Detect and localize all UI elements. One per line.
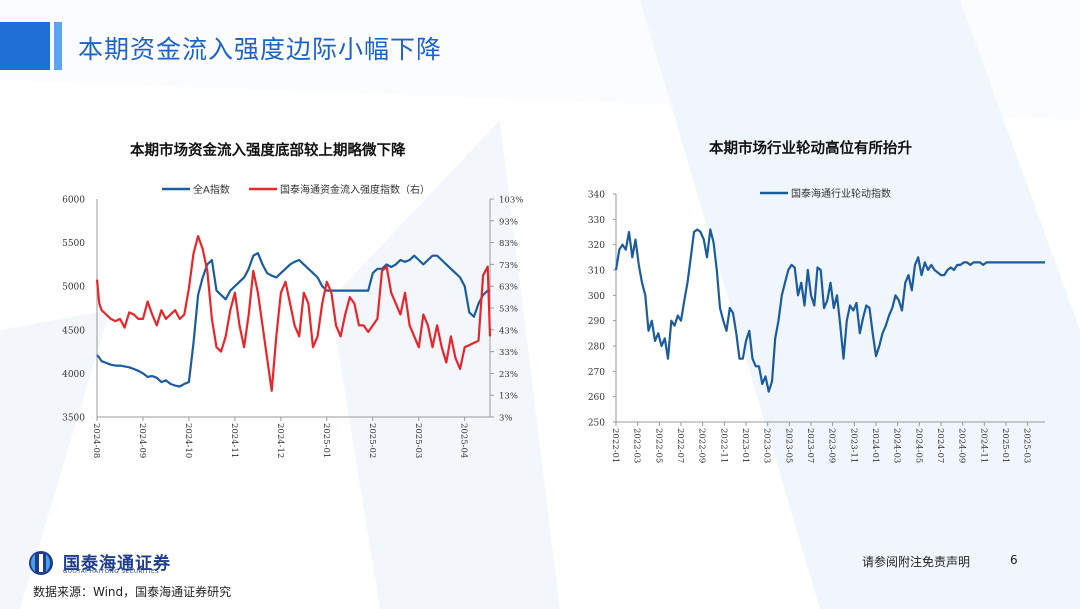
header-accent-stripe <box>54 22 62 70</box>
chart2-legend-label: 国泰海通行业轮动指数 <box>791 187 891 200</box>
chart2-xtick-label: 2024-07 <box>935 428 945 463</box>
chart2-series-line <box>614 228 1045 393</box>
data-source-note: 数据来源：Wind，国泰海通证券研究 <box>33 585 232 599</box>
chart1-ytick-right: 23% <box>499 370 518 380</box>
chart1-fund-flow: 6000 5500 5000 4500 4000 3500 103% 93% 83% 73% 63%… <box>62 183 523 458</box>
chart2-xtick-label: 2022-01 <box>610 428 620 463</box>
disclaimer-link[interactable]: 请参阅附注免责声明 <box>862 555 971 569</box>
chart2-xtick-label: 2022-07 <box>675 428 685 463</box>
chart1-ytick-right: 103% <box>499 196 523 206</box>
chart2-rotation: 340 330 320 310 300 290 280 270 260 250 2022-01 202… <box>588 187 1045 463</box>
logo-text-cn: 国泰海通证券 <box>63 554 171 574</box>
chart2-xtick-label: 2022-11 <box>718 428 728 463</box>
chart2-ytick-label: 300 <box>588 292 605 302</box>
chart2-xtick-label: 2024-01 <box>870 428 880 463</box>
logo-mark-icon <box>29 551 53 575</box>
chart2-xtick-label: 2023-01 <box>740 428 750 463</box>
chart1-ytick-right: 83% <box>499 239 518 249</box>
chart1-xtick-label: 2025-02 <box>367 423 377 458</box>
chart1-ytick-right: 73% <box>499 261 518 271</box>
chart1-xtick-label: 2024-11 <box>229 423 239 458</box>
chart1-series-line-1 <box>95 234 492 392</box>
chart1-legend-label: 全A指数 <box>193 183 230 196</box>
chart1-ytick-right: 43% <box>499 326 518 336</box>
chart2-ytick-label: 310 <box>588 267 605 277</box>
logo-text-en: GUOTAI HAITONG SECURITIES <box>63 569 160 575</box>
chart1-title: 本期市场资金流入强度底部较上期略微下降 <box>130 143 406 159</box>
chart2-ytick-label: 330 <box>588 216 605 226</box>
chart2-ytick-label: 270 <box>588 368 605 378</box>
chart2-xtick-label: 2024-11 <box>978 428 988 463</box>
chart1-xtick-label: 2024-09 <box>137 423 147 458</box>
chart2-xtick-label: 2023-03 <box>762 428 772 463</box>
chart1-xtick-label: 2025-03 <box>413 423 423 458</box>
chart2-ytick-label: 290 <box>588 317 605 327</box>
chart2-ytick-label: 260 <box>588 393 605 403</box>
chart2-xtick-label: 2025-03 <box>1022 428 1032 463</box>
chart1-xtick-label: 2024-12 <box>275 423 285 458</box>
page-title: 本期资金流入强度边际小幅下降 <box>78 35 443 64</box>
chart2-xtick-label: 2022-03 <box>632 428 642 463</box>
chart2-ytick-label: 340 <box>588 191 605 201</box>
chart2-xtick-label: 2023-05 <box>783 428 793 463</box>
chart1-ytick-right: 63% <box>499 283 518 293</box>
chart1-ytick-right: 33% <box>499 348 518 358</box>
chart1-xtick-label: 2024-10 <box>183 423 193 458</box>
header-accent-block <box>0 22 50 70</box>
chart2-xtick-label: 2022-09 <box>697 428 707 463</box>
chart2-xtick-label: 2023-11 <box>848 428 858 463</box>
chart2-xtick-label: 2024-05 <box>913 428 923 463</box>
chart2-xtick-label: 2022-05 <box>653 428 663 463</box>
chart1-xtick-label: 2025-04 <box>459 423 469 458</box>
chart1-ytick-right: 93% <box>499 217 518 227</box>
chart2-xtick-label: 2023-07 <box>805 428 815 463</box>
chart1-series-line-0 <box>96 251 490 388</box>
chart1-ytick-right: 3% <box>499 414 513 424</box>
chart1-ytick-left: 4000 <box>62 370 85 380</box>
chart2-xtick-label: 2023-09 <box>827 428 837 463</box>
chart1-ytick-left: 5500 <box>62 239 85 249</box>
chart1-xtick-label: 2025-01 <box>321 423 331 458</box>
chart1-ytick-left: 5000 <box>62 283 85 293</box>
chart1-ytick-left: 6000 <box>62 196 85 206</box>
chart1-ytick-left: 4500 <box>62 326 85 336</box>
chart2-xtick-label: 2025-01 <box>1000 428 1010 463</box>
chart1-ytick-right: 13% <box>499 392 518 402</box>
chart2-ytick-label: 280 <box>588 343 605 353</box>
company-logo: 国泰海通证券 GUOTAI HAITONG SECURITIES <box>27 549 227 577</box>
chart2-xtick-label: 2024-09 <box>957 428 967 463</box>
chart1-legend-label: 国泰海通资金流入强度指数（右） <box>280 183 430 196</box>
chart2-ytick-label: 250 <box>588 419 605 429</box>
chart1-ytick-right: 53% <box>499 305 518 315</box>
chart2-title: 本期市场行业轮动高位有所抬升 <box>709 141 912 157</box>
chart1-ytick-left: 3500 <box>62 414 85 424</box>
chart1-xtick-label: 2024-08 <box>91 423 101 458</box>
chart2-xtick-label: 2024-03 <box>892 428 902 463</box>
page-number: 6 <box>1010 553 1018 567</box>
chart2-ytick-label: 320 <box>588 241 605 251</box>
